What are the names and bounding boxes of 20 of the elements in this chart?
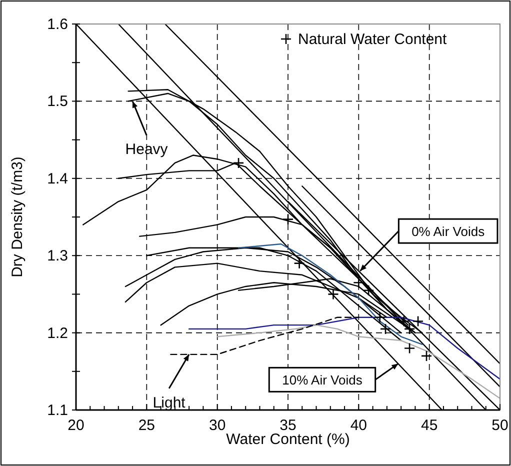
x-tick-label: 20 [68,417,84,434]
annotation: Heavy [125,141,168,158]
x-tick-label: 45 [420,417,438,434]
y-tick-label: 1.4 [47,170,68,188]
annotation: Light [152,394,186,412]
y-tick-label: 1.1 [47,402,68,419]
x-tick-label: 30 [208,417,226,434]
x-tick-label: 50 [492,417,508,434]
annotation: 10% Air Voids [282,372,363,388]
x-axis-title: Water Content (%) [226,431,350,448]
y-tick-label: 1.5 [47,93,68,110]
y-axis-title: Dry Density (t/m3) [9,156,26,278]
x-tick-label: 35 [280,417,296,434]
y-tick-label: 1.6 [47,16,68,33]
y-tick-label: 1.2 [47,324,68,342]
x-tick-label: 25 [138,417,156,434]
y-tick-label: 1.3 [47,248,68,265]
x-tick-label: 40 [350,417,368,434]
legend-label: Natural Water Content [298,31,448,48]
annotation: 0% Air Voids [412,224,486,240]
